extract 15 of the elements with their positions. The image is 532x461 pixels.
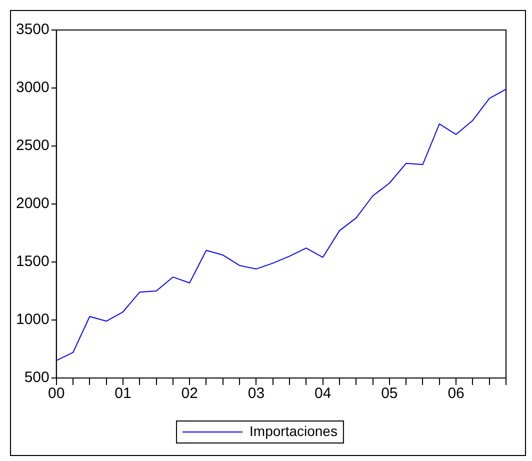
y-tick-label: 2500 — [16, 137, 50, 154]
x-tick-label: 05 — [381, 385, 398, 402]
x-tick-label: 02 — [181, 385, 198, 402]
y-tick-label: 3000 — [16, 79, 50, 96]
y-tick-label: 2000 — [16, 195, 50, 212]
y-tick-label: 1500 — [16, 253, 50, 270]
legend-label: Importaciones — [250, 422, 338, 439]
y-tick-label: 1000 — [16, 311, 50, 328]
y-tick-label: 500 — [24, 369, 50, 386]
x-tick-label: 04 — [314, 385, 332, 402]
y-tick-label: 3500 — [16, 21, 50, 38]
x-tick-label: 00 — [48, 385, 65, 402]
x-tick-label: 03 — [248, 385, 265, 402]
x-tick-label: 06 — [448, 385, 464, 402]
x-tick-label: 01 — [114, 385, 132, 402]
